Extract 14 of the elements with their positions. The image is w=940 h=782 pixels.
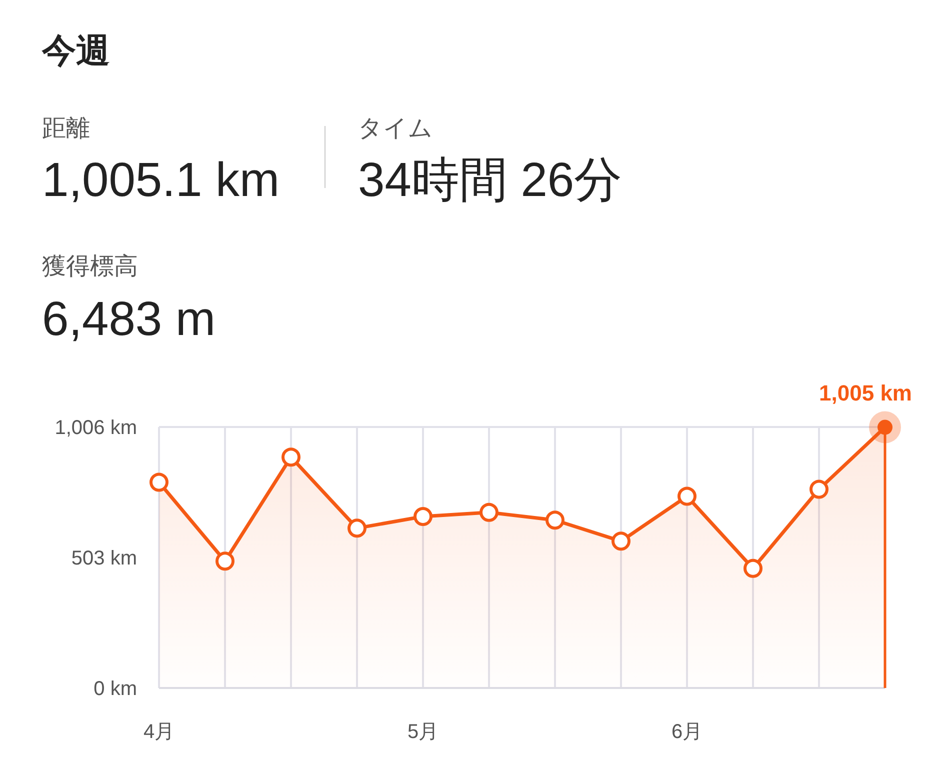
- title: 今週: [42, 32, 110, 70]
- stat-value: 6,483 m: [42, 293, 216, 346]
- xtick: 6月: [671, 721, 703, 743]
- stat-label: タイム: [358, 115, 433, 142]
- value-label: 1,005 km: [819, 380, 912, 406]
- xtick: 5月: [407, 721, 439, 743]
- stat-value: 34時間 26分: [358, 154, 622, 207]
- ytick: 1,006 km: [54, 417, 137, 439]
- stat-label: 獲得標高: [42, 253, 138, 280]
- ytick: 0 km: [94, 678, 137, 700]
- xtick: 4月: [143, 721, 175, 743]
- ytick: 503 km: [71, 548, 137, 570]
- stat-label: 距離: [42, 115, 90, 142]
- stat-value: 1,005.1 km: [42, 154, 280, 207]
